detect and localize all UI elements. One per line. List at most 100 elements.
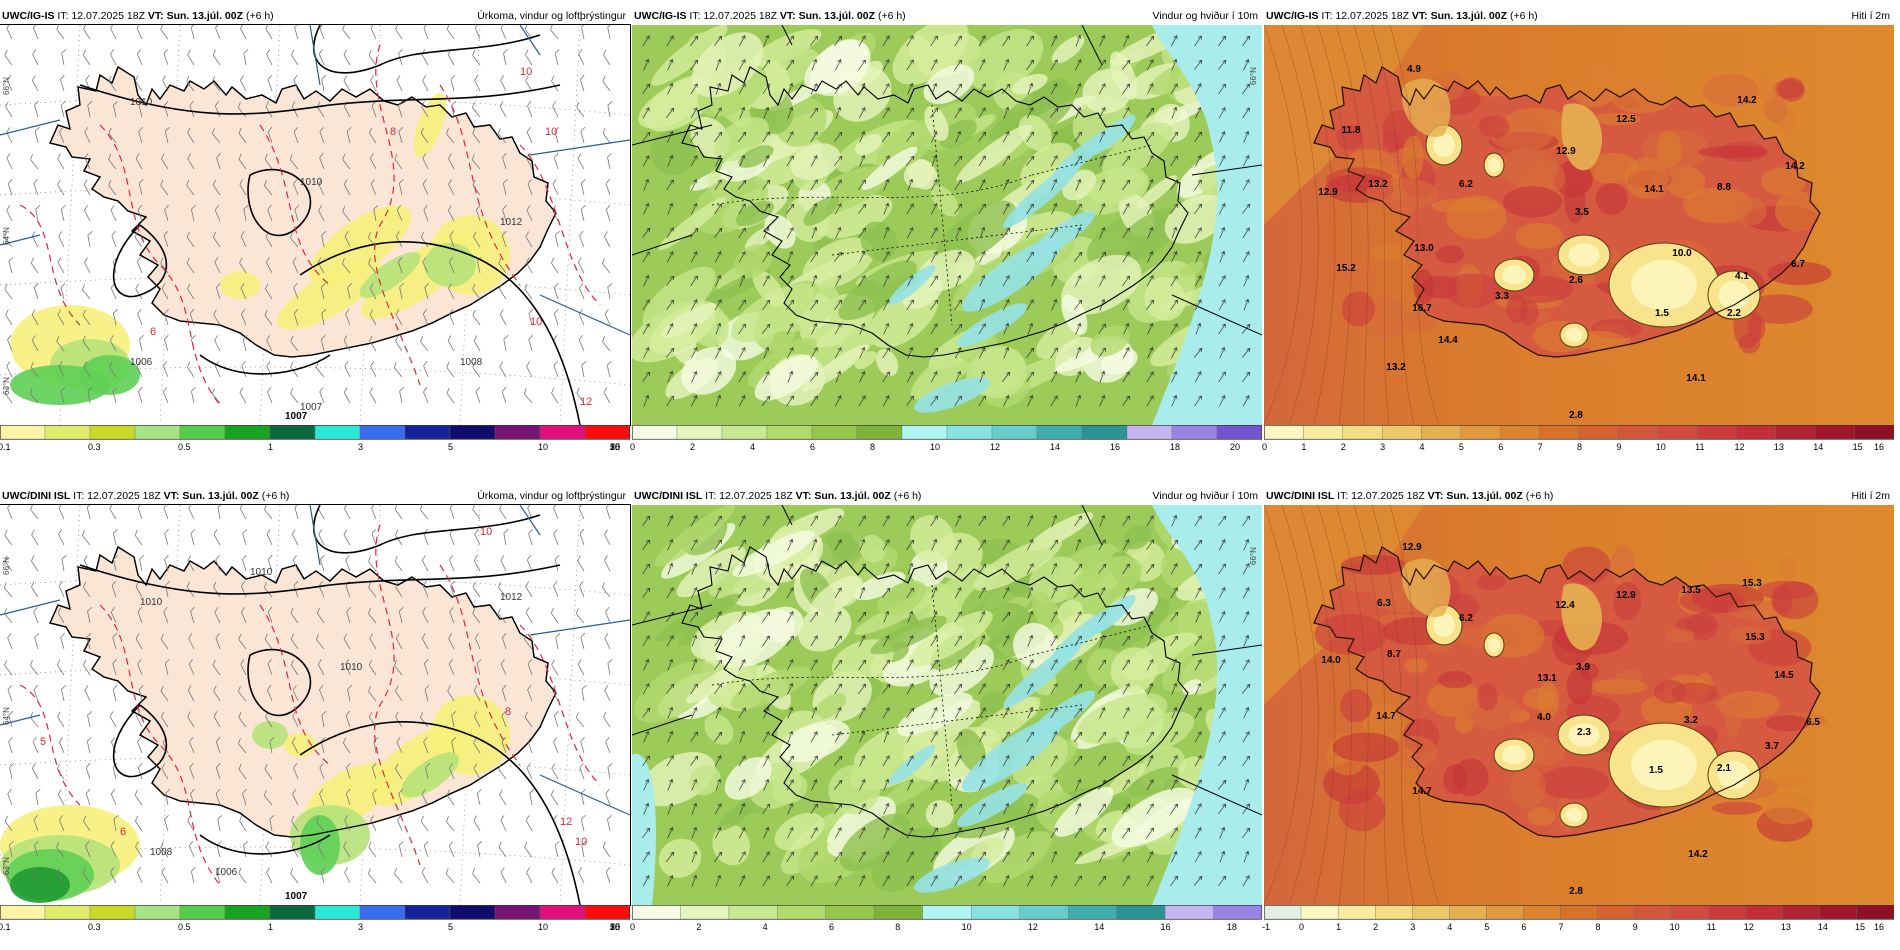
panel-precip-dini: UWC/DINI ISL IT: 12.07.2025 18Z VT: Sun.…	[0, 488, 631, 932]
colorbar-tick-label: 15	[1854, 922, 1865, 932]
colorbar-tick-label: 16	[1874, 922, 1885, 932]
temperature-value-label: 13.0	[1414, 243, 1434, 254]
colorbar-tick-label: 9	[1632, 922, 1638, 932]
wind-map[interactable]: 66°N	[632, 505, 1262, 905]
colorbar-tick-label: 16	[1110, 442, 1121, 452]
wind-colorbar: 0 2 4 6 8 10 12 14 16 18	[630, 905, 1262, 937]
colorbar-swatch	[1019, 905, 1069, 920]
temperature-value-label: 14.4	[1438, 335, 1458, 346]
colorbar-tick-label: 11	[1695, 442, 1705, 452]
init-time: IT: 12.07.2025 18Z	[73, 490, 161, 502]
latitude-label: 64°N	[2, 707, 11, 725]
temperature-value-label: 13.1	[1537, 673, 1557, 684]
colorbar-tick-label: 0.3	[88, 922, 101, 932]
colorbar-swatch	[721, 425, 768, 440]
lead-time: (+6 h)	[893, 490, 922, 502]
colorbar-swatch	[539, 905, 586, 920]
temperature-value-label: 14.2	[1688, 849, 1708, 860]
temperature-value-label: 3.5	[1575, 207, 1589, 218]
colorbar-tick-label: 16	[1160, 922, 1171, 932]
model-name: UWC/DINI ISL	[1266, 490, 1335, 502]
colorbar-tick-label: 11	[1706, 922, 1717, 932]
temp-map[interactable]: 4.9 11.8 12.9 13.2 6.2 15.2 13.0 16.7 14.4 13.2 3.…	[1264, 25, 1894, 425]
temp-contour-label: 8	[390, 126, 396, 138]
temperature-value-label: 14.7	[1412, 786, 1432, 797]
colorbar-tick-label: 10	[1655, 442, 1666, 452]
colorbar-tick-label: 1	[1301, 442, 1307, 452]
colorbar-tick-label: 15	[1852, 442, 1863, 452]
panel-header: UWC/IG-IS IT: 12.07.2025 18Z VT: Sun. 13…	[632, 8, 1262, 24]
colorbar-tick-label: 16	[1874, 442, 1885, 452]
temperature-value-label: 13.5	[1681, 585, 1701, 596]
temp-colorbar: 0 1 2 3 4 5 6 7 8 9 10 11 12 13 14 15 16	[1262, 425, 1894, 457]
colorbar-swatch	[1412, 905, 1450, 920]
colorbar-tick-label: 7	[1558, 922, 1564, 932]
model-name: UWC/IG-IS	[634, 10, 687, 22]
colorbar-tick-label: 9	[1616, 442, 1622, 452]
colorbar-swatch	[539, 425, 586, 440]
colorbar-swatch	[1264, 425, 1304, 440]
temperature-value-label: 1.5	[1655, 308, 1669, 319]
colorbar-tick-label: 3	[358, 922, 364, 932]
init-time: IT: 12.07.2025 18Z	[1321, 10, 1409, 22]
colorbar-swatch	[1068, 905, 1117, 920]
temp-contour-label: 12	[580, 396, 592, 408]
colorbar-swatch	[946, 425, 993, 440]
colorbar-swatch	[44, 425, 91, 440]
colorbar-swatch	[359, 905, 406, 920]
wind-map[interactable]: 66°N	[632, 25, 1262, 425]
temperature-value-label: 15.3	[1745, 632, 1765, 643]
colorbar-swatch	[1657, 425, 1698, 440]
colorbar-swatch	[1081, 425, 1128, 440]
colorbar-tick-label: 0	[630, 922, 636, 932]
colorbar-tick-label: 6	[810, 442, 816, 452]
colorbar-swatch	[1213, 905, 1262, 920]
latitude-label: 63°N	[2, 857, 11, 875]
colorbar-swatch	[314, 425, 361, 440]
latitude-label: 66°N	[2, 557, 11, 575]
colorbar-swatch	[1523, 905, 1561, 920]
panel-precip-igis: UWC/IG-IS IT: 12.07.2025 18Z VT: Sun. 13…	[0, 8, 631, 452]
colorbar-swatch	[766, 425, 813, 440]
colorbar-tick-label: 18	[1170, 442, 1181, 452]
temperature-value-label: 3.2	[1684, 715, 1698, 726]
temperature-value-label: 16.7	[1412, 303, 1432, 314]
lead-time: (+6 h)	[245, 10, 274, 22]
colorbar-swatch	[1164, 905, 1214, 920]
colorbar-tick-label: 5	[1458, 442, 1464, 452]
colorbar-swatch	[874, 905, 923, 920]
isobar-label: 1008	[150, 847, 173, 858]
colorbar-swatch	[404, 425, 451, 440]
temp-contour-label: 8	[505, 706, 511, 718]
colorbar-tick-label: 5	[448, 442, 454, 452]
colorbar-swatch	[1775, 425, 1816, 440]
temp-contour-label: 6	[150, 326, 156, 338]
colorbar-swatch	[632, 905, 681, 920]
colorbar-tick-label: 15	[610, 922, 621, 932]
colorbar-tick-label: 7	[1537, 442, 1543, 452]
precip-map[interactable]: 1010 1010 1012 1007 1006 1008 10 8 10 6 10 12 1007 66…	[0, 24, 631, 426]
valid-time: VT: Sun. 13.júl. 00Z	[1411, 10, 1508, 22]
colorbar-swatch	[1486, 905, 1524, 920]
init-time: IT: 12.07.2025 18Z	[689, 10, 777, 22]
precip-map[interactable]: 1010 1010 1012 1010 1008 1006 10 8 6 10 12 5 1007 66°…	[0, 504, 631, 906]
colorbar-tick-label: 6	[828, 922, 834, 932]
temperature-value-label: 14.1	[1644, 184, 1664, 195]
lead-time: (+6 h)	[877, 10, 906, 22]
colorbar-swatch	[1854, 425, 1894, 440]
colorbar-tick-label: 3	[1410, 922, 1416, 932]
colorbar-swatch	[1815, 425, 1855, 440]
colorbar-tick-label: 50	[610, 922, 621, 932]
colorbar-tick-label: 1	[268, 922, 274, 932]
colorbar-tick-label: 18	[1226, 922, 1237, 932]
colorbar-swatch	[269, 905, 316, 920]
colorbar-tick-label: 10	[961, 922, 972, 932]
temp-map[interactable]: 12.9 6.3 14.0 8.7 6.2 14.7 14.7 13.1 12.4 3.9 4.0 2…	[1264, 505, 1894, 905]
temperature-value-label: 3.7	[1765, 741, 1779, 752]
colorbar-swatch	[1578, 425, 1619, 440]
colorbar-swatch	[0, 425, 46, 440]
colorbar-tick-label: 8	[895, 922, 901, 932]
colorbar-tick-label: -1	[1262, 922, 1271, 932]
temp-contour-label: 10	[575, 836, 587, 848]
temperature-value-label: 15.3	[1742, 578, 1762, 589]
